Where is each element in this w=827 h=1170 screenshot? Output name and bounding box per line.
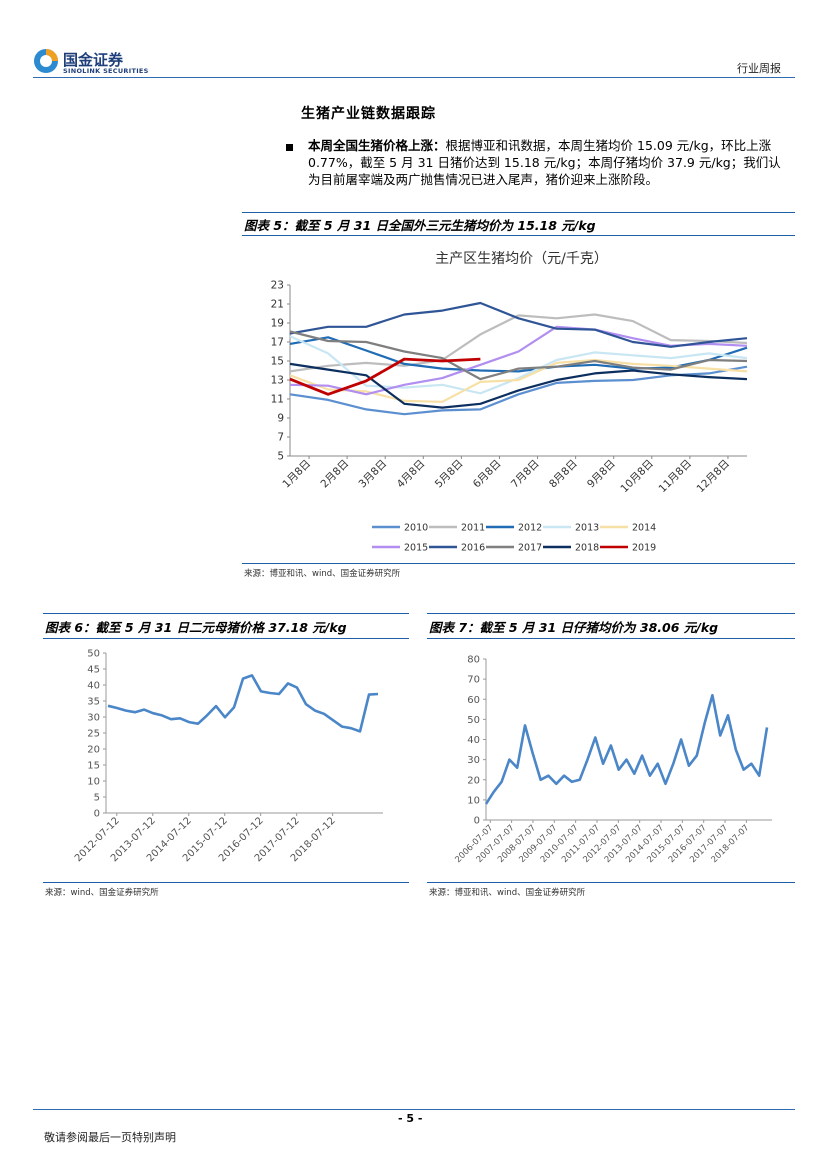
bullet-square-icon [286,144,293,151]
chart6-y-tick-label: 30 [87,713,100,724]
chart5-y-tick-label: 7 [277,432,284,444]
fig6-source: 来源：wind、国金证券研究所 [45,888,159,898]
chart5-x-tick-label: 11月8日 [656,458,694,496]
chart5-series-line-2017 [289,330,748,381]
chart6-y-tick-label: 20 [87,745,100,756]
chart7-y-tick-label: 0 [474,816,480,827]
chart5-x-tick-label: 10月8日 [618,458,656,496]
fig7-source: 来源：博亚和讯、wind、国金证券研究所 [429,888,586,898]
fig6-label: 图表 6：截至 5 月 31 日二元母猪价格 37.18 元/kg [45,620,347,635]
chart5-legend-label: 2018 [575,543,599,554]
fig6-title-rule [43,638,409,639]
chart5-series-line-2014 [289,358,748,403]
chart7-y-tick-label: 40 [467,735,480,746]
chart5-y-tick-label: 21 [271,299,284,311]
header-rule [33,77,795,78]
chart6-y-tick-label: 50 [87,649,100,660]
chart5-y-tick-label: 11 [271,394,284,406]
chart5-series-line-2012 [289,336,748,373]
chart5-x-tick-label: 7月8日 [509,458,542,491]
chart5-x-tick-label: 4月8日 [395,458,428,491]
fig5-top-rule [242,212,795,213]
chart5-x-tick-label: 3月8日 [357,458,390,491]
footer-rule [33,1109,795,1110]
chart5-legend-label: 2014 [632,523,656,534]
chart5-series-line-2019 [289,357,481,396]
chart5-legend-label: 2012 [518,523,542,534]
fig5-bottom-rule [242,563,795,564]
chart5-series-line-2018 [289,362,748,409]
chart5-legend-label: 2017 [518,543,542,554]
chart7-y-tick-label: 30 [467,755,480,766]
fig6-top-rule [43,613,409,614]
chart6-y-tick-label: 10 [87,777,100,788]
chart5-legend-label: 2010 [404,523,428,534]
section-paragraph: 本周全国生猪价格上涨：根据博亚和讯数据，本周生猪均价 15.09 元/kg，环比… [308,137,786,188]
chart5-title: 主产区生猪均价（元/千克） [435,251,608,267]
chart5-y-tick-label: 13 [271,375,284,387]
chart5-x-tick-label: 12月8日 [695,458,733,496]
chart7-y-tick-label: 60 [467,695,480,706]
chart5-y-tick-label: 5 [277,451,284,463]
paragraph-body: 根据博亚和讯数据，本周生猪均价 15.09 元/kg，环比上涨 0.77%，截至… [308,138,781,187]
chart5-x-tick-label: 2月8日 [318,458,351,491]
chart5-x-tick-label: 9月8日 [585,458,618,491]
fig6-bottom-rule [43,882,409,883]
chart5-series-line-2011 [289,313,748,373]
chart5-x-tick-label: 6月8日 [471,458,504,491]
brand-logo [33,48,59,74]
fig7-label: 图表 7：截至 5 月 31 日仔猪均价为 38.06 元/kg [429,620,719,635]
chart6-y-tick-label: 35 [87,697,100,708]
chart5-series-line-2013 [289,335,748,395]
chart7-y-tick-label: 20 [467,775,480,786]
chart5-legend-label: 2019 [632,543,656,554]
chart6-series-line [107,674,379,733]
chart6-y-tick-label: 25 [87,729,100,740]
footer-disclaimer: 敬请参阅最后一页特别声明 [44,1131,176,1144]
section-title: 生猪产业链数据跟踪 [301,106,436,122]
chart7-y-tick-label: 80 [467,655,480,666]
chart6-y-tick-label: 40 [87,681,100,692]
chart5-legend-label: 2016 [461,543,485,554]
chart6-y-tick-label: 45 [87,665,100,676]
chart5-x-tick-label: 5月8日 [433,458,466,491]
chart6-y-tick-label: 0 [94,809,100,820]
chart7-series-line [484,693,769,805]
sow-price-chart: 051015202530354045502012-07-122013-07-12… [73,649,383,864]
fig5-title-rule [242,235,795,236]
fig5-label: 图表 5：截至 5 月 31 日全国外三元生猪均价为 15.18 元/kg [244,218,596,233]
fig7-bottom-rule [427,882,795,883]
chart7-y-tick-label: 10 [467,795,480,806]
chart5-series-line-2016 [289,301,748,348]
chart5-x-tick-label: 8月8日 [547,458,580,491]
page-number: - 5 - [398,1112,423,1125]
chart5-y-tick-label: 19 [271,318,284,330]
fig7-title-rule [427,638,795,639]
brand-name-en: SINOLINK SECURITIES [63,67,149,75]
brand-name-cn: 国金证券 [63,51,124,69]
chart6-y-tick-label: 5 [94,793,100,804]
chart5-legend-label: 2015 [404,543,428,554]
chart5-x-tick-label: 1月8日 [280,458,313,491]
fig5-source: 来源：博亚和讯、wind、国金证券研究所 [244,569,401,579]
chart5-legend-label: 2011 [461,523,485,534]
chart7-y-tick-label: 70 [467,675,480,686]
chart6-y-tick-label: 15 [87,761,100,772]
hog-price-chart: 主产区生猪均价（元/千克） 5 7 9 11 13 15 17 19 21 23 1月8日 2月8日 3月… [271,251,748,554]
chart5-y-tick-label: 17 [271,337,284,349]
chart5-y-tick-label: 9 [277,413,284,425]
paragraph-lead: 本周全国生猪价格上涨： [308,138,446,153]
chart5-y-tick-label: 23 [271,280,284,292]
chart7-y-tick-label: 50 [467,715,480,726]
piglet-price-chart: 010203040506070802006-07-072007-07-07200… [453,655,772,865]
chart5-legend-label: 2013 [575,523,599,534]
chart5-y-tick-label: 15 [271,356,284,368]
fig7-top-rule [427,613,795,614]
logo-icon [34,49,58,73]
report-category: 行业周报 [737,62,781,75]
